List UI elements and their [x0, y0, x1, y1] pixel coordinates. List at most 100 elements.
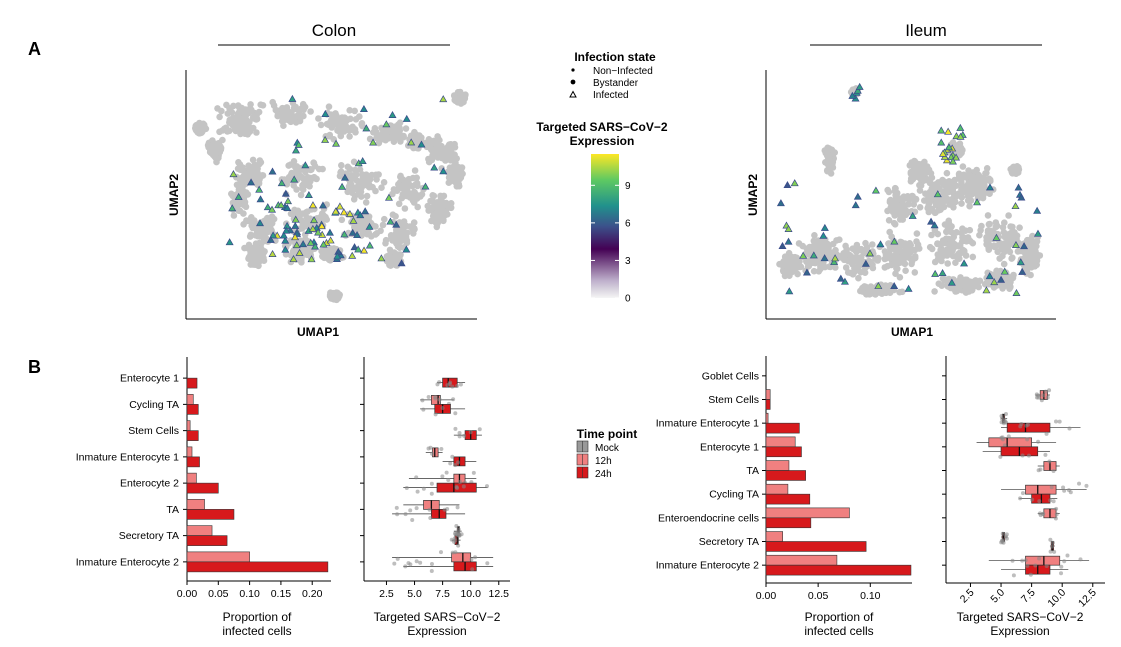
infected-label: Infected: [593, 90, 629, 101]
colon_prop-bar-24h: [186, 377, 198, 389]
colon_expr-point: [403, 564, 408, 569]
infected-cell-marker: [937, 126, 946, 134]
infected-cell-marker: [321, 109, 330, 117]
colon_prop-bar-24h: [186, 482, 219, 494]
infected-cell-marker: [335, 202, 344, 210]
ileum_prop-bar-24h: [765, 541, 867, 552]
infected-cell-marker: [310, 216, 319, 224]
colon_expr-point: [420, 398, 425, 403]
ileum_expr-point: [1057, 419, 1062, 424]
colon_expr-point: [406, 561, 411, 566]
colon_expr-point: [454, 484, 459, 489]
expression-legend-title: Targeted SARS−CoV−2: [536, 120, 667, 134]
ileum_expr-point: [1000, 435, 1005, 440]
infected-cell-marker: [333, 252, 342, 260]
infected-cell-marker: [861, 259, 870, 267]
colon_prop-tick-label: 0.10: [239, 588, 260, 600]
infected-cell-marker: [778, 241, 787, 249]
colon_prop-bar-12h: [186, 525, 213, 536]
colon-expr-xlabel: Targeted SARS−CoV−2: [374, 610, 501, 624]
infected-cell-marker: [266, 235, 275, 243]
infected-cell-marker: [874, 281, 883, 289]
colon_expr-point: [452, 536, 457, 541]
ileum_prop-category-label: TA: [746, 465, 759, 477]
ileum_expr-tick-label: 12.5: [1076, 587, 1099, 610]
ileum_expr-point: [1037, 511, 1042, 516]
ileum_expr-point: [1065, 553, 1070, 558]
infected-cell-marker: [340, 230, 349, 238]
ileum_prop-bar-24h: [765, 564, 912, 576]
colon_expr-point: [414, 506, 419, 511]
infected-cell-marker: [247, 178, 256, 186]
infected-cell-marker: [289, 255, 298, 263]
infected-cell-marker: [281, 189, 290, 197]
infected-cell-marker: [268, 167, 277, 175]
colon_expr-point: [410, 517, 415, 522]
infected-cell-marker: [960, 259, 969, 267]
non-infected-marker: [571, 68, 575, 72]
infected-cell-marker: [350, 243, 359, 251]
ileum-umap-axes: [765, 70, 1056, 320]
infected-cell-marker: [865, 249, 874, 257]
ileum_prop-category-label: Inmature Enterocyte 2: [656, 560, 759, 572]
infection-legend: Infection state Non−Infected Bystander I…: [569, 50, 656, 101]
infected-cell-marker: [890, 237, 899, 245]
colon_expr-point: [449, 537, 454, 542]
time-legend-title: Time point: [577, 427, 637, 441]
infected-cell-marker: [1033, 206, 1042, 214]
infected-cell-marker: [348, 228, 357, 236]
ileum_expr-point: [1048, 549, 1053, 554]
colon_prop-bar-12h: [186, 551, 250, 563]
colon_prop-bar-12h: [186, 499, 205, 510]
infected-cell-marker: [365, 222, 374, 230]
ileum_expr-point: [1020, 558, 1025, 563]
infected-cell-marker: [358, 157, 367, 165]
ileum_expr-point: [1052, 549, 1057, 554]
ileum_expr-point: [1045, 395, 1050, 400]
colon_expr-box-12h: [451, 552, 472, 563]
ileum_prop-category-label: Cycling TA: [709, 489, 759, 501]
ileum-prop-xlabel-2: infected cells: [804, 624, 873, 638]
colon_expr-point: [429, 562, 434, 567]
ileum_expr-point: [1002, 443, 1007, 448]
ileum_expr-point: [1067, 426, 1072, 431]
colon_expr-point: [455, 460, 460, 465]
ileum_prop-category-label: Inmature Enterocyte 1: [656, 418, 759, 430]
infected-cell-marker: [985, 183, 994, 191]
infected-cell-marker: [820, 254, 829, 262]
colon_prop-category-label: Inmature Enterocyte 2: [76, 556, 179, 568]
colon-umap-ylabel: UMAP2: [167, 174, 181, 216]
infected-cell-marker: [997, 275, 1006, 283]
colon_prop-category-label: Secretory TA: [119, 530, 179, 542]
colon_expr-point: [457, 434, 462, 439]
colon_prop-bar-24h: [186, 561, 329, 573]
colon_expr-point: [395, 556, 400, 561]
ileum_expr-point: [1059, 564, 1064, 569]
ileum_expr-point: [1030, 497, 1035, 502]
colon_expr-point: [440, 406, 445, 411]
colon_expr-point: [414, 475, 419, 480]
infection-legend-title: Infection state: [574, 50, 656, 64]
panel-label-b: B: [28, 357, 41, 377]
infected-cell-marker: [318, 201, 327, 209]
ileum_expr-tick-label: 10.0: [1045, 587, 1068, 610]
colon_expr-point: [429, 569, 434, 574]
infected-cell-marker: [956, 123, 965, 131]
infected-cell-marker: [225, 238, 234, 246]
infected-cell-marker: [819, 231, 828, 239]
colon_expr-point: [429, 491, 434, 496]
colon_expr-point: [440, 474, 445, 479]
infected-cell-marker: [1000, 267, 1009, 275]
infected-cell-marker: [291, 215, 300, 223]
colon_prop-bar-24h: [186, 404, 199, 415]
ileum_expr-point: [1003, 412, 1008, 417]
ileum_expr-point: [1049, 485, 1054, 490]
ileum_expr-point: [1011, 573, 1016, 578]
ileum_expr-point: [999, 540, 1004, 545]
colon_expr-point: [427, 507, 432, 512]
colon_prop-category-label: Inmature Enterocyte 1: [76, 451, 179, 463]
infected-cell-marker: [229, 170, 238, 178]
colon_expr-point: [435, 382, 440, 387]
infected-cell-marker: [1011, 240, 1020, 248]
